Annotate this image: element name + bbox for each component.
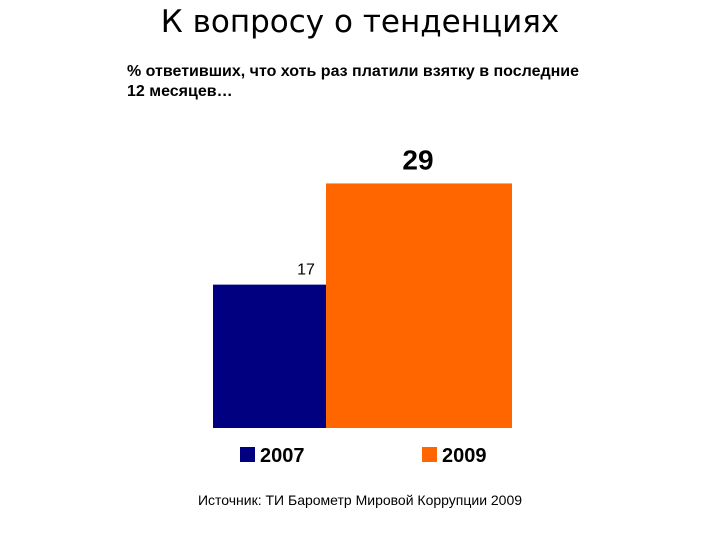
legend-label-2007: 2007 [260, 445, 305, 467]
bar-2007 [213, 284, 326, 428]
bar-2009 [326, 183, 512, 428]
data-label-2007: 17 [297, 262, 315, 279]
legend: 2007 2009 [240, 445, 487, 467]
legend-label-2009: 2009 [442, 445, 487, 467]
chart-title: К вопросу о тенденциях [160, 4, 560, 40]
data-label-2009: 29 [402, 144, 433, 175]
bars-group [213, 183, 512, 428]
chart-subtitle: % ответивших, что хоть раз платили взятк… [127, 63, 580, 100]
legend-swatch-2007 [240, 447, 255, 462]
legend-swatch-2009 [422, 447, 437, 462]
source-note: Источник: ТИ Барометр Мировой Коррупции … [197, 492, 523, 508]
